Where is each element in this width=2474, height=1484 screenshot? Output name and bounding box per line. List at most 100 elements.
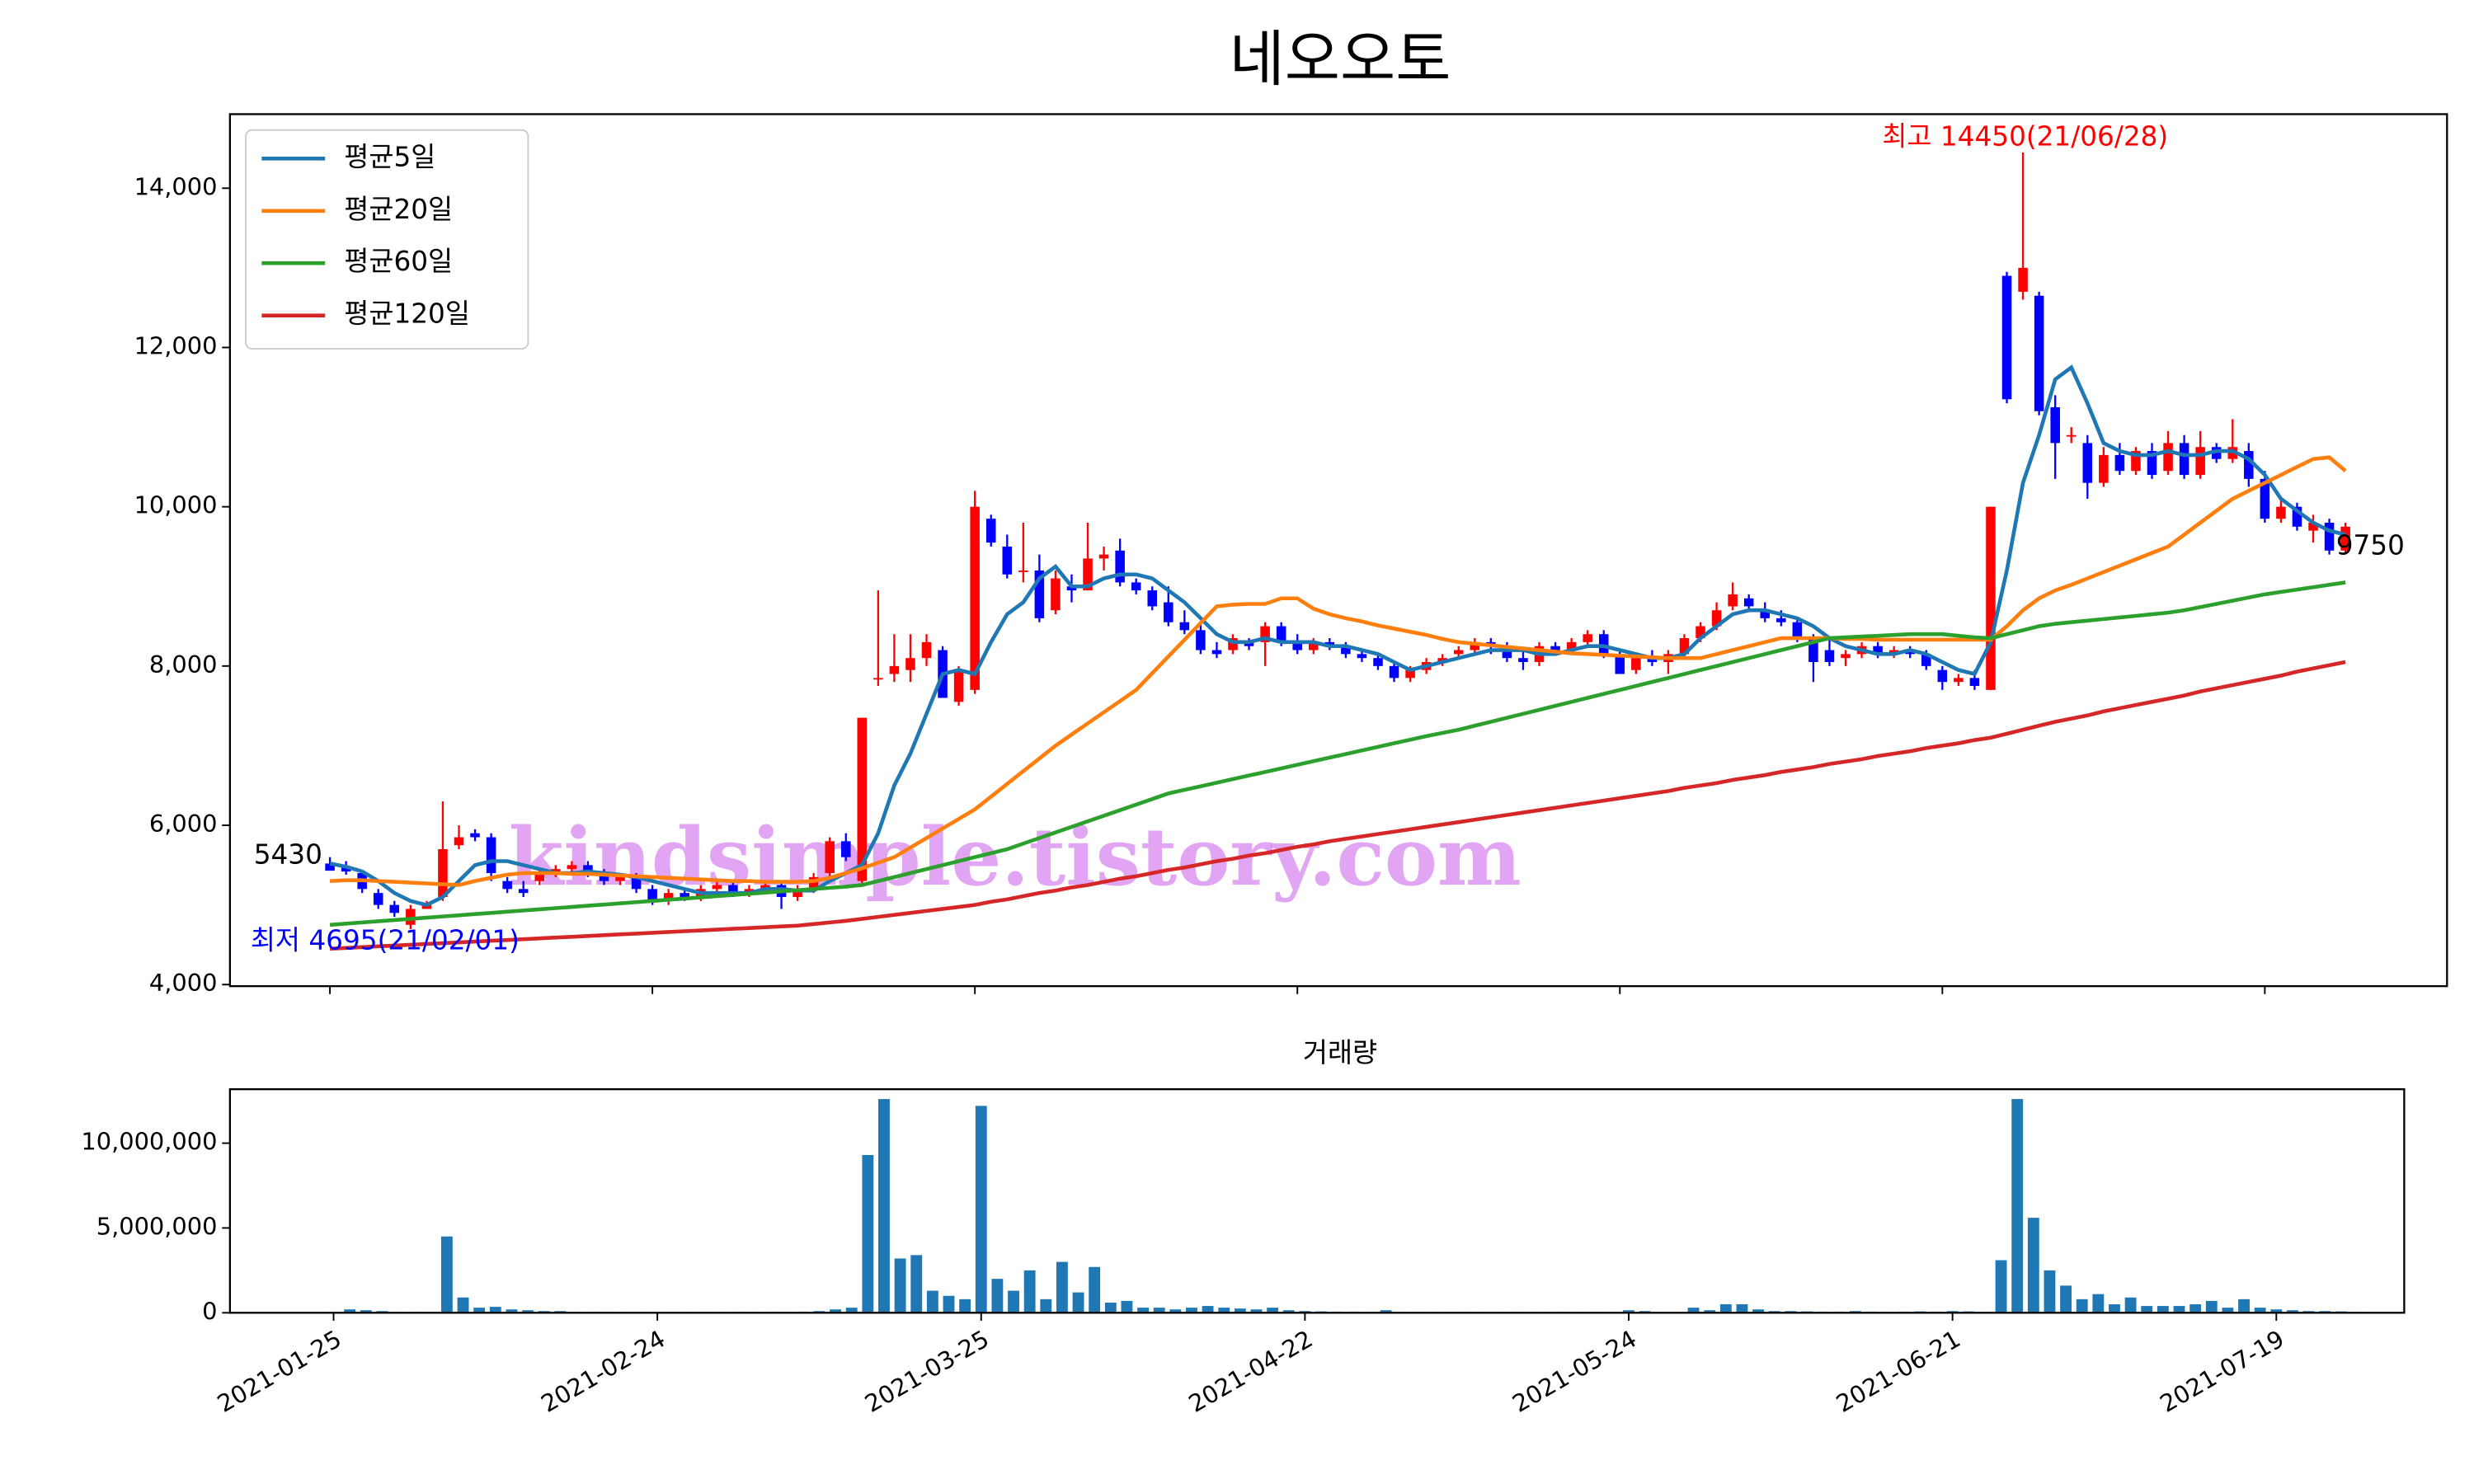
candle-body (1018, 570, 1028, 572)
candle-body (373, 893, 383, 905)
candle-body (438, 849, 448, 897)
candle-body (1389, 665, 1399, 679)
ma-line (329, 364, 2346, 908)
candle-body (1115, 550, 1125, 583)
candle-body (905, 658, 915, 670)
y-tick-label: 5,000,000 (96, 1212, 218, 1240)
volume-bar (457, 1297, 469, 1313)
volume-bar (1008, 1290, 1019, 1313)
volume-bar (1202, 1306, 1214, 1313)
volume-bar (2189, 1304, 2202, 1313)
volume-bar (1380, 1310, 1392, 1313)
volume-bar (943, 1295, 955, 1313)
annotation: 5430 (254, 838, 322, 870)
candle-body (1583, 634, 1592, 642)
y-tick-label: 10,000 (134, 491, 218, 519)
candle-body (1888, 650, 1899, 655)
candle-body (1631, 658, 1641, 670)
candle-body (1969, 678, 1980, 686)
candle-body (2147, 451, 2157, 476)
legend-label: 평균60일 (344, 246, 453, 277)
volume-bar (926, 1290, 938, 1313)
candle-body (1502, 646, 1512, 659)
volume-bar (2124, 1297, 2137, 1313)
candle-body (808, 876, 819, 890)
candle-body (2179, 443, 2189, 476)
volume-bar (2270, 1309, 2283, 1313)
volume-bar (1040, 1298, 1052, 1313)
candle-body (2018, 267, 2028, 292)
candle-body (793, 889, 802, 897)
candle-body (486, 837, 496, 873)
candle-body (2082, 443, 2093, 483)
candle-body (2163, 443, 2173, 472)
candle-body (2260, 478, 2270, 519)
candle-body (631, 876, 642, 890)
candle-body (1776, 618, 1786, 622)
volume-bar (1186, 1308, 1197, 1313)
candle-body (470, 833, 480, 838)
candle-body (1647, 658, 1658, 663)
candle-body (1824, 650, 1835, 663)
candle-body (1179, 622, 1190, 631)
candle-body (2050, 406, 2060, 444)
volume-bar (1736, 1304, 1748, 1313)
candle-body (2308, 522, 2318, 531)
axes-frame (228, 113, 2448, 988)
volume-bar (894, 1258, 906, 1313)
candle-body (2195, 447, 2205, 476)
candle-body (1453, 650, 1464, 655)
candle-body (2001, 275, 2012, 400)
candle-body (1808, 638, 1818, 663)
candle-body (2211, 447, 2222, 459)
candle-body (825, 841, 835, 873)
candle-body (647, 889, 657, 901)
y-tick-label: 8,000 (149, 650, 218, 679)
candle-body (1954, 678, 1964, 683)
candle-body (615, 876, 625, 881)
ma-line (329, 455, 2347, 887)
volume-bar (1169, 1309, 1182, 1313)
volume-bar (2076, 1298, 2088, 1313)
candle-body (1260, 626, 1270, 642)
volume-title: 거래량 (1303, 1037, 1377, 1068)
candle-body (1518, 658, 1528, 663)
legend-label: 평균5일 (344, 141, 435, 172)
volume-bar (1995, 1260, 2007, 1313)
legend-box (245, 129, 529, 350)
candle-body (985, 519, 996, 543)
volume-bar (1089, 1266, 1101, 1313)
candle-body (1292, 641, 1302, 650)
candle-body (921, 641, 932, 659)
volume-bar (2060, 1285, 2072, 1313)
volume-bar (522, 1310, 534, 1313)
volume-bar (1056, 1261, 1068, 1313)
candle-body (857, 717, 868, 881)
volume-bar (1072, 1292, 1084, 1313)
candle-body (873, 678, 883, 680)
candle-body (889, 665, 900, 674)
volume-bar (1104, 1302, 1117, 1313)
candle-body (1792, 622, 1803, 639)
candle-body (454, 837, 464, 846)
volume-bar (2238, 1298, 2250, 1313)
candle-body (760, 885, 770, 890)
candle-body (712, 885, 722, 890)
legend-label: 평균20일 (344, 194, 453, 225)
candle-body (2114, 454, 2125, 472)
candle-body (1405, 669, 1415, 679)
volume-bar (2027, 1218, 2039, 1313)
y-tick-label: 12,000 (134, 331, 218, 359)
candle-body (1760, 610, 1771, 618)
candle-body (1921, 654, 1931, 666)
candle-body (567, 865, 577, 870)
volume-bar (440, 1236, 453, 1313)
volume-bar (1023, 1270, 1036, 1313)
candle-body (1002, 546, 1013, 575)
candle-body (1309, 641, 1319, 650)
candle-body (1083, 558, 1093, 591)
candle-body (2066, 434, 2077, 437)
volume-bar (1623, 1310, 1634, 1313)
volume-bar (2287, 1310, 2298, 1313)
